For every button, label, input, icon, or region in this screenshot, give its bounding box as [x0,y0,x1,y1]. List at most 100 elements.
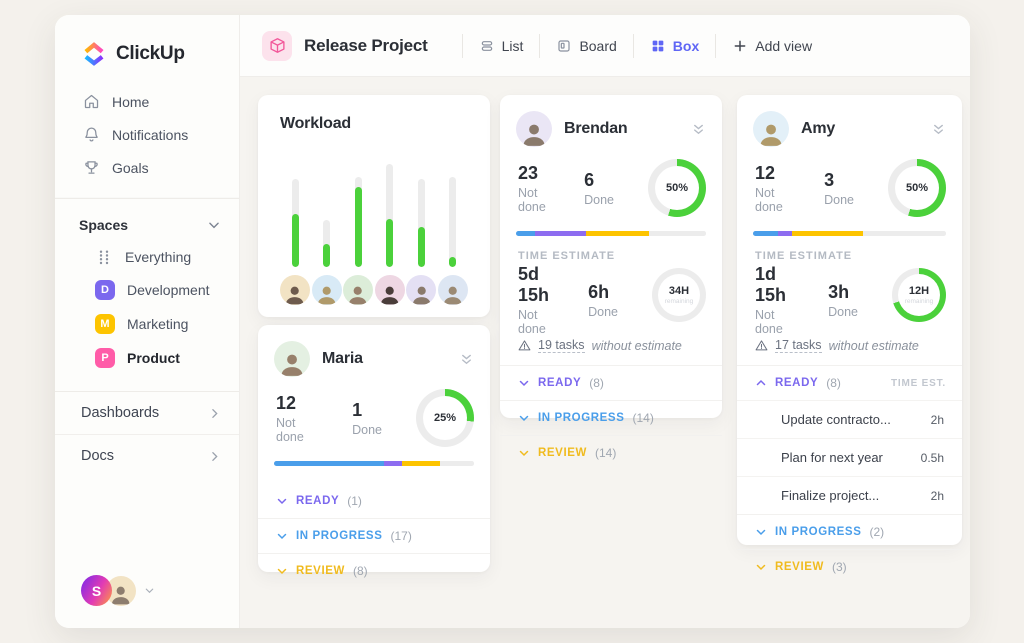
space-label: Marketing [127,316,189,332]
stat-done: 3 Done [824,170,854,207]
ring-label: 12H [908,285,930,297]
tasks-link[interactable]: 17 tasks [775,338,822,353]
sidebar-item-docs[interactable]: Docs [55,434,239,477]
warning-text: without estimate [591,338,682,353]
bar-segment [516,231,535,236]
section-count: (8) [826,376,841,390]
bar-segment [440,461,474,466]
member-avatar[interactable] [374,275,405,305]
bar-segment [862,231,946,236]
sidebar-item-label: Notifications [112,126,189,143]
ring-sublabel: remaining [904,298,934,305]
sidebar-item-notifications[interactable]: Notifications [55,118,239,151]
stat-value: 1d 15h [755,264,787,305]
member-avatar[interactable] [311,275,342,305]
task-row[interactable]: Finalize project... 2h [737,476,962,514]
tab-list[interactable]: List [477,34,526,58]
member-avatar[interactable] [406,275,437,305]
stat-value: 12 [276,392,297,413]
section-ready-expanded[interactable]: READY (8) TIME EST. [737,365,962,400]
chevron-down-icon [518,447,530,459]
tab-label: Box [672,37,700,54]
task-name: Update contracto... [781,412,891,427]
section-ready[interactable]: READY (8) [500,365,722,400]
section-count: (14) [632,411,654,425]
done-percent-ring: 50% [648,159,706,217]
tab-box[interactable]: Box [648,34,701,58]
workload-bar[interactable] [354,177,362,267]
workload-bar-fill [449,257,457,267]
divider [715,33,717,58]
section-in-progress[interactable]: IN PROGRESS (14) [500,400,722,435]
task-row[interactable]: Update contracto... 2h [737,400,962,438]
bell-icon [83,126,100,143]
workload-bar[interactable] [417,179,425,267]
task-row[interactable]: Plan for next year 0.5h [737,438,962,476]
section-count: (1) [347,494,362,508]
workload-bars [280,131,468,267]
collapse-card-icon[interactable] [691,122,706,137]
stat-time-not-done: 5d 15h Not done [518,264,564,336]
rail-label: Docs [81,448,115,464]
add-view-button[interactable]: Add view [730,34,814,58]
tasks-without-estimate: 19 tasks without estimate [500,328,722,353]
section-review[interactable]: REVIEW (14) [500,435,722,470]
stat-value: 12 [755,162,776,183]
spaces-header[interactable]: Spaces [55,205,239,241]
section-review[interactable]: REVIEW (3) [737,549,962,584]
warning-icon [518,339,531,352]
sidebar-item-everything[interactable]: Everything [55,241,239,273]
home-icon [83,93,100,110]
bar-segment [535,231,587,236]
rail-label: Dashboards [81,405,160,421]
stat-time-done: 3h Done [828,282,858,319]
stat-done: 1 Done [352,400,382,437]
space-label: Everything [125,249,192,265]
person-card-brendan: Brendan 23 Not done 6 Done 50% [500,95,722,460]
bar-segment [274,461,384,466]
sidebar-item-development[interactable]: D Development [55,273,239,307]
section-ready[interactable]: READY (1) [258,484,490,518]
workload-title: Workload [280,115,352,132]
collapse-card-icon[interactable] [931,122,946,137]
member-avatar[interactable] [437,275,468,305]
bar-segment [384,461,402,466]
clickup-logo[interactable]: ClickUp [55,15,239,85]
sidebar-item-product[interactable]: P Product [55,341,239,375]
stat-not-done: 12 Not done [755,163,790,214]
sidebar-item-goals[interactable]: Goals [55,151,239,184]
section-count: (8) [589,376,604,390]
bar-segment [648,231,706,236]
workspace-switcher[interactable]: S [55,575,239,628]
stat-value: 1 [352,399,363,420]
stat-not-done: 23 Not done [518,163,550,214]
sidebar-item-dashboards[interactable]: Dashboards [55,392,239,434]
member-avatar[interactable] [280,275,310,305]
tasks-link[interactable]: 19 tasks [538,338,585,353]
stat-label: Done [584,192,614,207]
collapse-card-icon[interactable] [459,352,474,367]
chevron-up-icon [755,377,767,389]
spaces-section: Spaces Everything D Development M Market… [55,198,239,375]
section-label: IN PROGRESS [296,530,383,542]
section-count: (3) [831,560,847,574]
section-review[interactable]: REVIEW (8) [258,553,490,588]
tab-board[interactable]: Board [554,34,618,58]
workload-members [280,275,468,305]
section-in-progress[interactable]: IN PROGRESS (2) [737,514,962,549]
person-card-maria: Maria 12 Not done 1 Done 25% [258,325,490,578]
stat-label: Done [588,304,618,319]
person-name: Brendan [564,120,628,137]
section-label: READY [296,495,340,507]
task-time-estimate: 0.5h [920,450,944,465]
member-avatar[interactable] [343,275,374,305]
section-label: IN PROGRESS [775,526,862,538]
stat-label: Not done [755,185,783,214]
workload-bar[interactable] [449,177,457,267]
workload-bar[interactable] [386,164,394,267]
sidebar-item-marketing[interactable]: M Marketing [55,307,239,341]
section-in-progress[interactable]: IN PROGRESS (17) [258,518,490,553]
workload-bar[interactable] [291,179,299,267]
sidebar-item-home[interactable]: Home [55,85,239,118]
workload-bar[interactable] [323,220,331,267]
